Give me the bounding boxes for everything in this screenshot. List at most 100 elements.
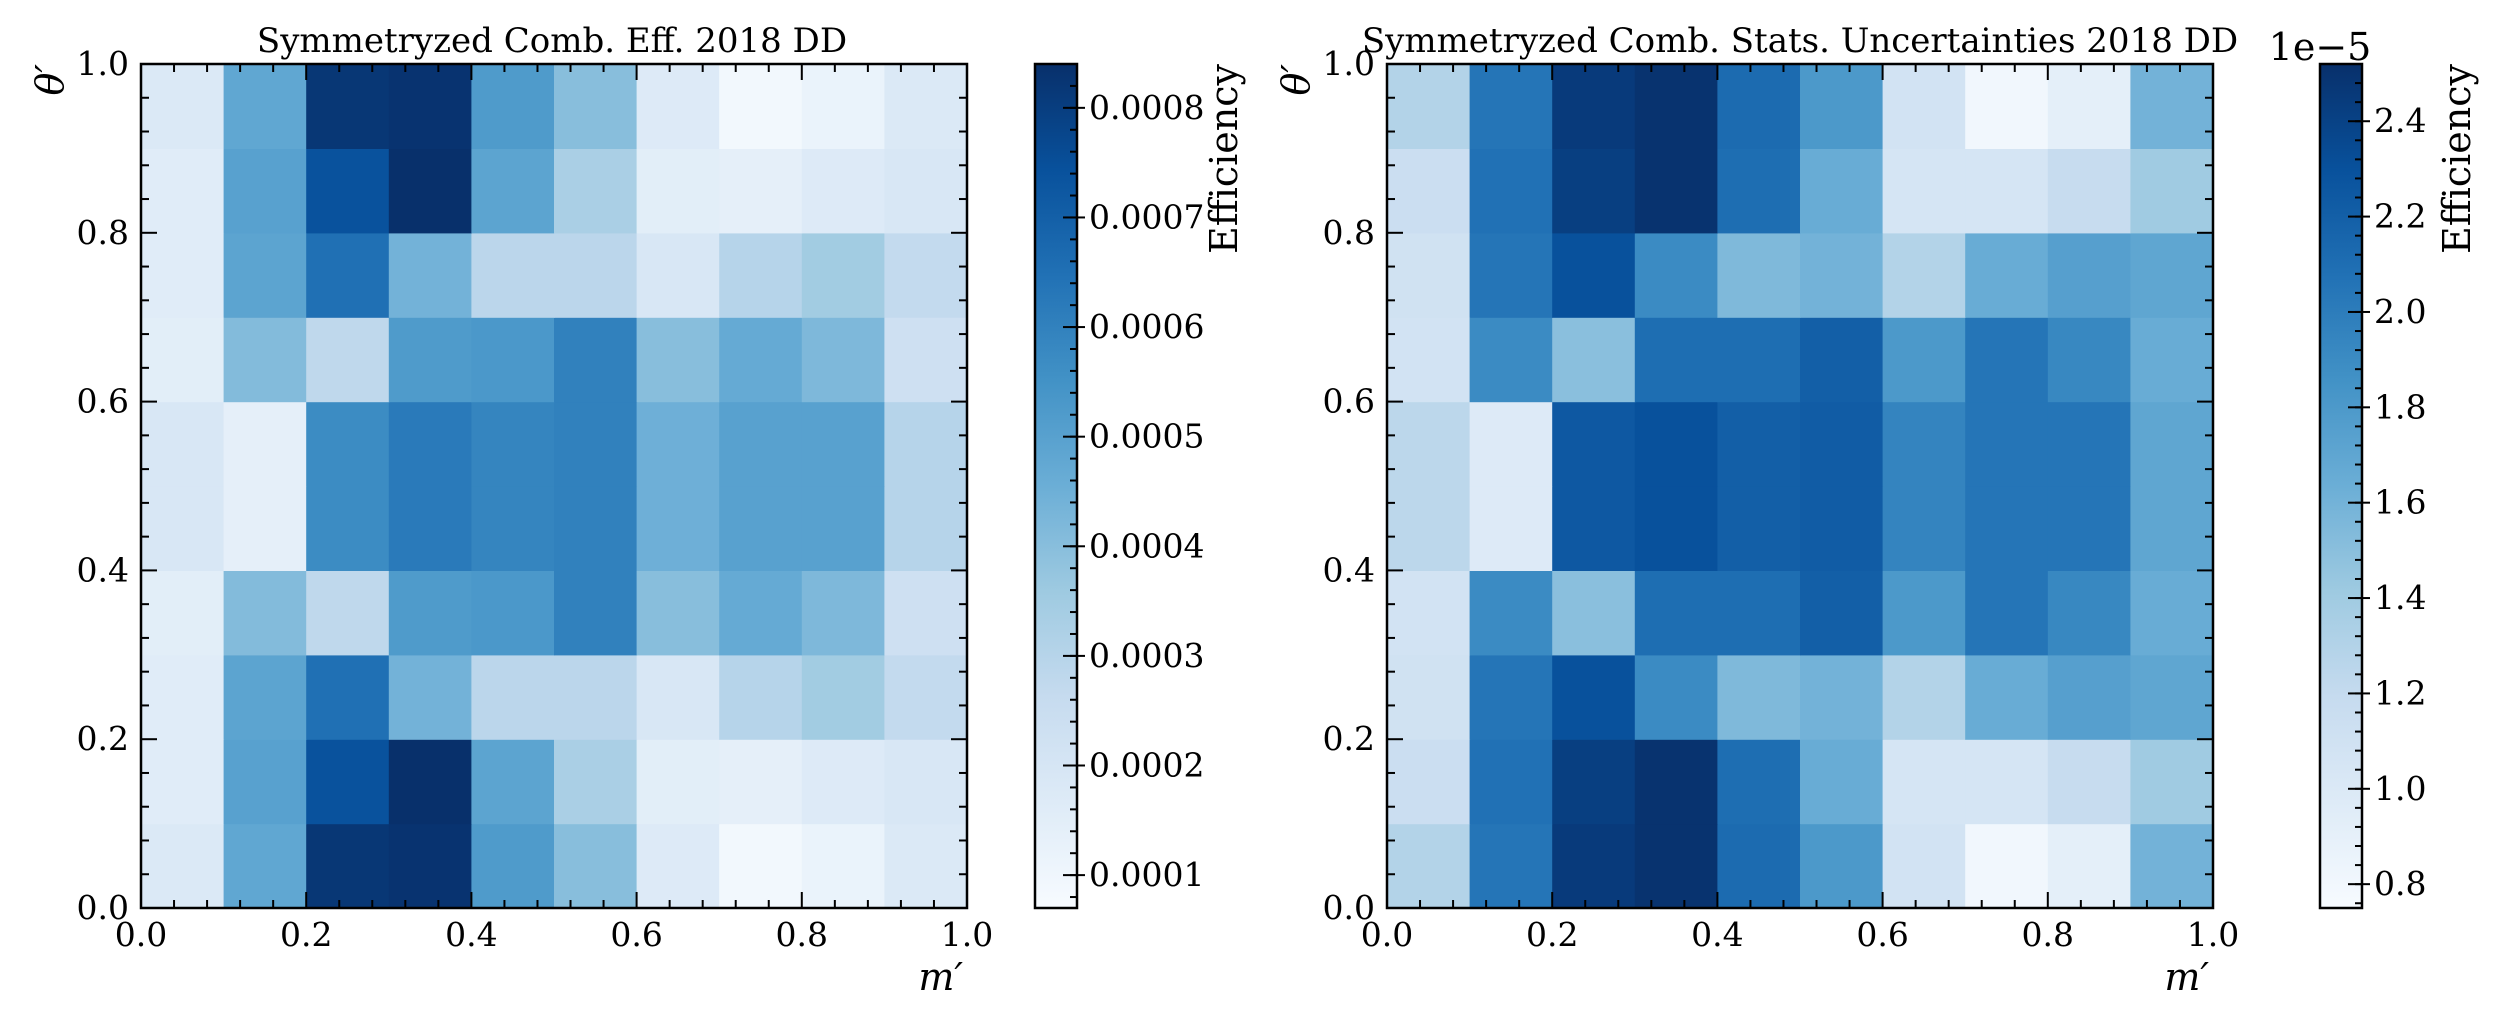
left-y-tick-labels: 0.0 0.2 0.4 0.6 0.8 1.0 <box>77 44 129 927</box>
heatmap-cell <box>1634 232 1718 318</box>
heatmap-cell <box>554 232 638 318</box>
y-tick-label: 0.8 <box>77 213 129 252</box>
heatmap-cell <box>141 64 225 149</box>
heatmap-cell <box>1469 486 1553 571</box>
heatmap-cell <box>306 486 390 571</box>
heatmap-cell <box>554 823 638 909</box>
heatmap-cell <box>2130 823 2214 909</box>
heatmap-cell <box>1717 317 1801 403</box>
heatmap-cell <box>141 148 225 234</box>
heatmap-cell <box>141 570 225 656</box>
heatmap-cell <box>554 64 638 149</box>
right-plot-frame <box>1385 62 2215 910</box>
heatmap-cell <box>636 570 720 656</box>
heatmap-cell <box>1717 739 1801 825</box>
heatmap-cell <box>223 232 307 318</box>
heatmap-cell <box>1469 317 1553 403</box>
heatmap-cell <box>306 232 390 318</box>
heatmap-cell <box>223 148 307 234</box>
heatmap-cell <box>719 232 803 318</box>
heatmap-cell <box>2130 148 2214 234</box>
heatmap-cell <box>1965 64 2049 149</box>
heatmap-cell <box>554 654 638 740</box>
heatmap-cell <box>223 570 307 656</box>
left-colorbar: 0.0001 0.0002 0.0003 0.0004 0.0005 0.0006 0.00… <box>1033 62 1246 910</box>
heatmap-cell <box>1717 401 1801 487</box>
x-tick-label: 0.2 <box>1526 915 1578 954</box>
heatmap-cell <box>1552 232 1636 318</box>
left-axis-ticks <box>140 63 968 909</box>
heatmap-cell <box>801 148 885 234</box>
heatmap-cell <box>388 232 472 318</box>
heatmap-cell <box>388 317 472 403</box>
heatmap-cell <box>636 486 720 571</box>
heatmap-cell <box>554 739 638 825</box>
heatmap-cell <box>1717 232 1801 318</box>
y-tick-label: 0.6 <box>77 382 129 421</box>
heatmap-cell <box>2130 64 2214 149</box>
heatmap-cell <box>554 317 638 403</box>
heatmap-cell <box>1552 486 1636 571</box>
right-x-axis-label: m′ <box>2164 955 2209 999</box>
heatmap-cell <box>2130 654 2214 740</box>
heatmap-cell <box>1800 486 1884 571</box>
heatmap-cell <box>2130 401 2214 487</box>
x-tick-label: 0.8 <box>776 915 828 954</box>
heatmap-cell <box>1469 739 1553 825</box>
colorbar-tick-label: 0.0007 <box>1089 197 1204 236</box>
heatmap-cell <box>471 317 555 403</box>
heatmap-cell <box>223 64 307 149</box>
colorbar-tick-label: 0.0003 <box>1089 636 1204 675</box>
heatmap-cell <box>884 654 968 740</box>
heatmap-cell <box>1882 486 1966 571</box>
heatmap-cell <box>1634 486 1718 571</box>
heatmap-cell <box>471 64 555 149</box>
heatmap-cell <box>306 823 390 909</box>
x-tick-label: 0.6 <box>610 915 662 954</box>
heatmap-cell <box>471 401 555 487</box>
heatmap-cell <box>1965 570 2049 656</box>
uncertainty-heatmap-panel: Symmetryzed Comb. Stats. Uncertainties 2… <box>1274 21 2479 999</box>
heatmap-cell <box>1882 401 1966 487</box>
right-colorbar-gradient <box>2320 64 2362 908</box>
heatmap-cell <box>554 148 638 234</box>
heatmap-cell <box>1387 232 1471 318</box>
heatmap-cell <box>1634 570 1718 656</box>
heatmap-cell <box>1552 739 1636 825</box>
heatmap-cell <box>1387 486 1471 571</box>
y-tick-label: 0.4 <box>1323 550 1375 589</box>
heatmap-cell <box>801 64 885 149</box>
colorbar-tick-label: 0.0002 <box>1089 746 1204 785</box>
efficiency-heatmap-panel: Symmetryzed Comb. Eff. 2018 DD 0.0 0.2 0.4… <box>28 21 1246 999</box>
left-colorbar-gradient <box>1035 64 1077 908</box>
heatmap-cell <box>884 570 968 656</box>
left-colorbar-ticks: 0.0001 0.0002 0.0003 0.0004 0.0005 0.0006 0.00… <box>1063 84 1204 899</box>
heatmap-cell <box>1469 232 1553 318</box>
heatmap-cell <box>801 823 885 909</box>
heatmap-cell <box>636 401 720 487</box>
heatmap-cell <box>554 401 638 487</box>
colorbar-tick-label: 0.0005 <box>1089 417 1204 456</box>
heatmap-cell <box>884 486 968 571</box>
heatmap-cell <box>636 317 720 403</box>
heatmap-cell <box>1717 486 1801 571</box>
y-tick-label: 1.0 <box>77 44 129 83</box>
x-tick-label: 0.6 <box>1856 915 1908 954</box>
heatmap-cell <box>2047 654 2131 740</box>
heatmap-cell <box>884 317 968 403</box>
right-colorbar-offset-label: 1e−5 <box>2269 25 2372 69</box>
heatmap-cell <box>554 570 638 656</box>
heatmap-cell <box>719 654 803 740</box>
heatmap-cell <box>1634 64 1718 149</box>
heatmap-cell <box>1717 654 1801 740</box>
right-y-tick-labels: 0.0 0.2 0.4 0.6 0.8 1.0 <box>1323 44 1375 927</box>
x-tick-label: 1.0 <box>941 915 993 954</box>
heatmap-cell <box>1882 148 1966 234</box>
heatmap-cell <box>884 232 968 318</box>
y-tick-label: 0.6 <box>1323 382 1375 421</box>
heatmap-cell <box>636 654 720 740</box>
heatmap-cell <box>1552 148 1636 234</box>
heatmap-cell <box>2047 570 2131 656</box>
heatmap-cell <box>1717 148 1801 234</box>
